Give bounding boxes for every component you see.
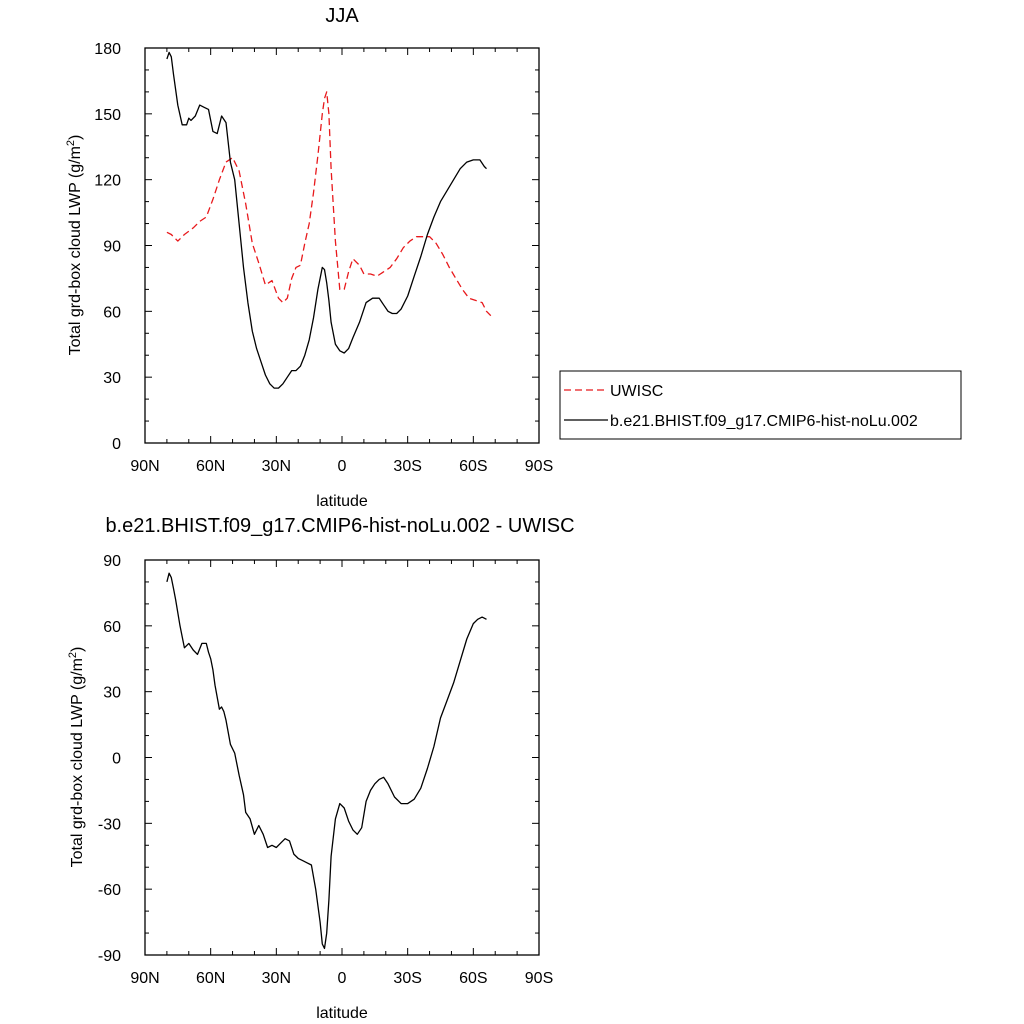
top-chart-y-tick-label: 120 — [94, 173, 121, 190]
top-chart-y-tick-label: 150 — [94, 107, 121, 124]
bottom-chart-x-tick-label: 90S — [525, 970, 553, 987]
top-chart-y-axis-label-close: ) — [67, 135, 84, 140]
bottom-chart-ticks: 90N 60N 30N 0 30S 60S 90S -90 -60 -30 0 30 60 90 — [98, 553, 553, 987]
bottom-chart-y-axis-label-close: ) — [69, 647, 86, 652]
bottom-chart-x-tick-label: 0 — [338, 970, 347, 987]
bottom-chart-x-tick-label: 30S — [393, 970, 421, 987]
legend-label-uwisc: UWISC — [610, 383, 663, 400]
bottom-chart-panel: b.e21.BHIST.f09_g17.CMIP6-hist-noLu.002 … — [67, 515, 575, 1022]
bottom-chart-y-tick-label: -90 — [98, 948, 121, 965]
top-chart-x-axis-label: latitude — [316, 493, 368, 510]
top-chart-x-tick-label: 90N — [130, 458, 159, 475]
bottom-chart-y-tick-label: -60 — [98, 882, 121, 899]
bottom-chart-x-tick-label: 60N — [196, 970, 225, 987]
bottom-chart-series-line-difference — [166, 572, 487, 950]
top-chart-series-line-uwisc — [166, 91, 492, 317]
bottom-chart-x-tick-label: 90N — [130, 970, 159, 987]
top-chart-series-line-b-e21-bhist-f09-g17-cmip6-hist-nolu-002 — [166, 51, 487, 389]
bottom-chart-y-tick-label: -30 — [98, 816, 121, 833]
top-chart-y-axis-label-superscript: 2 — [65, 140, 77, 146]
bottom-chart-y-axis-label-main: Total grd-box cloud LWP (g/m — [69, 658, 86, 867]
legend-box — [559, 370, 962, 440]
top-chart-x-tick-label: 60S — [459, 458, 487, 475]
legend-label-model: b.e21.BHIST.f09_g17.CMIP6-hist-noLu.002 — [610, 413, 918, 430]
top-chart-y-tick-label: 90 — [103, 239, 121, 256]
top-chart-y-tick-label: 30 — [103, 370, 121, 387]
bottom-chart-x-axis-label: latitude — [316, 1005, 368, 1022]
top-chart-x-tick-label: 60N — [196, 458, 225, 475]
bottom-chart-y-axis-label-superscript: 2 — [67, 652, 79, 658]
top-chart-y-tick-label: 0 — [112, 436, 121, 453]
top-chart-x-tick-label: 30S — [393, 458, 421, 475]
bottom-chart-series-layer — [166, 572, 487, 950]
bottom-chart-y-axis-label: Total grd-box cloud LWP (g/m2) — [67, 647, 86, 868]
bottom-chart-x-tick-label: 30N — [262, 970, 291, 987]
top-chart-x-tick-label: 0 — [338, 458, 347, 475]
bottom-chart-y-tick-label: 0 — [112, 751, 121, 768]
top-chart-panel: JJA 90N 60N 30N 0 30S 60S 90S0306090120150180 … — [65, 5, 553, 510]
bottom-chart-y-tick-label: 30 — [103, 685, 121, 702]
top-chart-ticks: 90N 60N 30N 0 30S 60S 90S 0 30 60 90 120 150 180 — [94, 41, 553, 475]
bottom-chart-y-tick-label: 90 — [103, 553, 121, 570]
top-chart-y-tick-label: 60 — [103, 304, 121, 321]
bottom-chart-x-tick-label: 60S — [459, 970, 487, 987]
bottom-chart-plot-frame — [144, 559, 540, 956]
top-chart-y-axis-label: Total grd-box cloud LWP (g/m2) — [65, 135, 84, 356]
top-chart-title: JJA — [325, 5, 359, 27]
top-chart-y-axis-label-main: Total grd-box cloud LWP (g/m — [67, 146, 84, 355]
top-chart-x-tick-label: 30N — [262, 458, 291, 475]
top-chart-series-layer — [166, 51, 492, 389]
bottom-chart-title: b.e21.BHIST.f09_g17.CMIP6-hist-noLu.002 … — [105, 515, 574, 537]
top-chart-x-tick-label: 90S — [525, 458, 553, 475]
top-chart-legend: UWISC b.e21.BHIST.f09_g17.CMIP6-hist-noL… — [559, 370, 962, 440]
top-chart-y-tick-label: 180 — [94, 41, 121, 58]
bottom-chart-y-tick-label: 60 — [103, 619, 121, 636]
